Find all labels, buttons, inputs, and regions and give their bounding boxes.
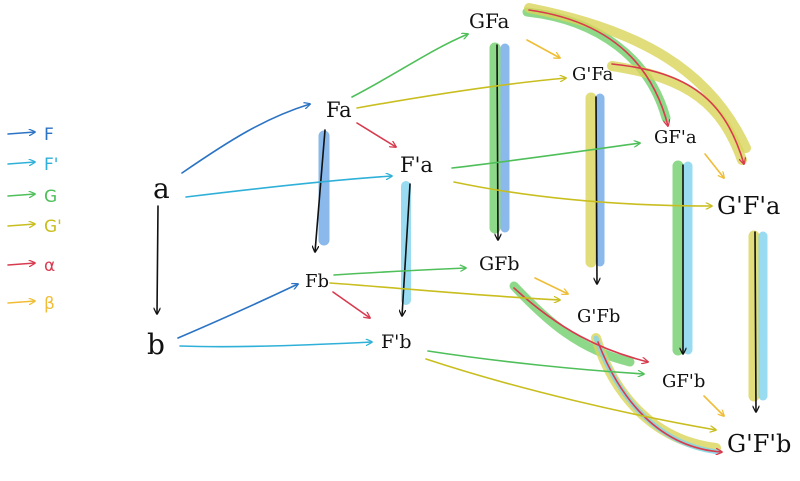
legend-item-F-prime: F' [7,155,58,175]
arrow-GFa-to-GFb [497,44,498,241]
arrow-G-prime-F-prime-a-to-G-prime-F-prime-b [755,231,756,413]
node-F-prime-b: F'b [381,331,412,353]
arrow-Fa-to-G-prime-Fa [356,78,566,109]
legend-arrow [7,263,35,265]
legend-arrow [7,194,35,196]
legend-label: G' [44,217,62,237]
node-a: a [153,172,170,205]
node-GFa: GFa [469,9,509,33]
node-G-prime-Fb: G'Fb [577,306,620,327]
node-Fa: Fa [326,98,352,122]
arrow-Fa-to-Fb [315,129,326,252]
legend-label: F' [44,155,58,175]
legend-arrow [7,301,35,303]
arrow-b-to-F-prime-b [179,342,372,348]
arrow-Fb-to-GFb [333,268,466,276]
arrow-Fb-to-G-prime-Fb [329,282,560,300]
arrow-GFb-beta [534,277,568,294]
node-GFb: GFb [479,253,520,275]
arrow-Fa-to-GFa [351,34,468,98]
node-G-prime-Fa: G'Fa [572,64,614,85]
legend-item-beta: β [7,294,55,314]
legend-label: F [44,125,54,145]
node-G-prime-F-prime-b: G'F'b [727,430,791,458]
arrow-GF-prime-b-beta [703,395,724,416]
legend-item-G: G [7,187,57,207]
legend-label: β [44,294,55,314]
arrow-a-to-F-prime-a [185,176,392,198]
legend: F F' G G' αβ [7,125,62,314]
nodes: a b Fa Fb F'a F'b GFa GFb G'Fa G'Fb GF'a… [147,9,791,458]
node-Fb: Fb [305,271,329,292]
arrow-a-to-Fa [181,104,310,174]
arrow-F-prime-b-to-GF-prime-b [427,350,644,374]
arrow-GFb-alpha [513,287,648,362]
arrow-Fb-alpha [332,291,370,318]
arrow-F-prime-b-to-G-prime-F-prime-b [425,358,716,430]
node-F-prime-a: F'a [400,153,433,177]
arrows [157,9,756,452]
arrow-F-prime-a-to-GF-prime-a [451,143,640,169]
legend-item-F: F [7,125,54,145]
node-GF-prime-b: GF'b [662,371,705,392]
arrow-b-to-Fb [177,284,298,339]
arrow-GFa-beta [526,39,560,58]
arrow-G-prime-Fb-alpha [597,341,722,452]
arrow-GF-prime-a-beta [704,153,724,178]
legend-arrow [7,162,35,164]
legend-label: α [44,256,55,276]
node-GF-prime-a: GF'a [654,127,697,148]
legend-label: G [44,187,57,207]
arrow-G-prime-Fa-alpha [611,63,744,164]
legend-arrow [7,224,35,226]
legend-item-G-prime: G' [7,217,62,237]
arrow-F-prime-a-to-G-prime-F-prime-a [453,181,713,206]
highlight-band [607,61,747,165]
highlight-band [524,3,751,153]
node-G-prime-F-prime-a: G'F'a [717,192,780,220]
arrow-Fa-alpha [356,122,396,147]
arrow-G-prime-Fa-to-G-prime-Fb [596,96,597,285]
arrow-F-prime-a-to-F-prime-b [402,183,411,316]
arrow-GFa-alpha [528,9,668,126]
legend-arrow [7,132,35,134]
arrow-a-to-b [157,205,158,315]
node-b: b [147,328,165,361]
legend-item-alpha: α [7,256,55,276]
